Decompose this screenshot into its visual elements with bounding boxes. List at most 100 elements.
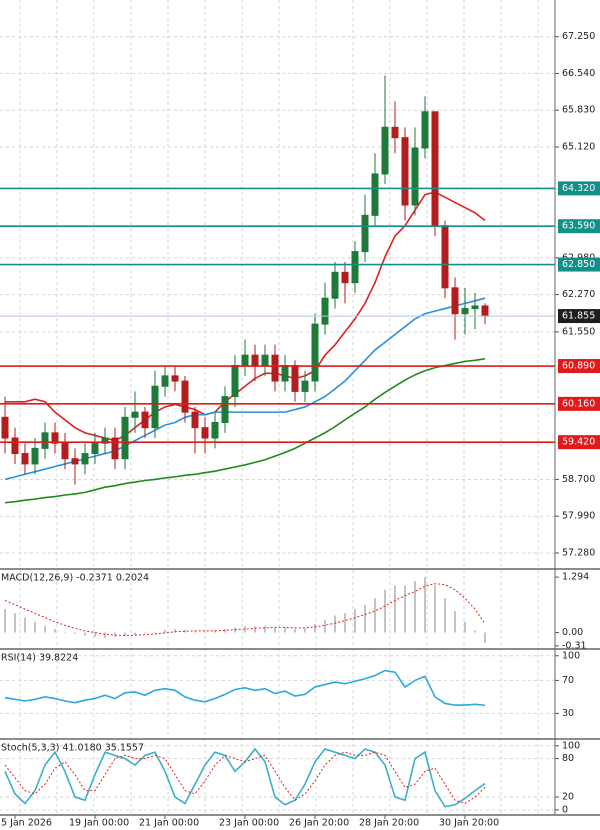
y-tick-label: 0 <box>562 804 568 815</box>
candle-body <box>91 442 99 455</box>
candle-body <box>161 375 169 387</box>
x-tick-label: 5 Jan 2026 <box>1 818 52 829</box>
candle-body <box>101 437 109 444</box>
histogram-bar <box>364 604 366 633</box>
candle-body <box>361 214 369 253</box>
candle-body <box>421 111 429 149</box>
histogram-bar <box>174 629 176 633</box>
candle-body <box>131 411 139 418</box>
level-label-box <box>558 435 600 450</box>
histogram-bar <box>284 627 286 633</box>
histogram-bar <box>94 632 96 637</box>
x-tick-label: 23 Jan 00:00 <box>219 818 279 829</box>
x-tick-label: 30 Jan 20:00 <box>439 818 499 829</box>
histogram-bar <box>344 613 346 633</box>
candle-body <box>71 458 79 465</box>
candle-body <box>331 271 339 299</box>
histogram-bar <box>124 632 126 636</box>
histogram-bar <box>434 585 436 633</box>
candle-body <box>141 411 149 429</box>
y-tick-label: 65.120 <box>562 141 595 152</box>
y-tick-label: 66.540 <box>562 68 595 79</box>
candle-body <box>181 380 189 413</box>
candle-body <box>321 297 329 325</box>
histogram-bar <box>184 630 186 633</box>
level-label: 60.890 <box>562 361 595 372</box>
histogram-bar <box>374 598 376 633</box>
candle-body <box>251 354 259 367</box>
y-tick-label: 58.700 <box>562 474 595 485</box>
x-tick-label: 26 Jan 20:00 <box>289 818 349 829</box>
candle-body <box>261 354 269 367</box>
histogram-bar <box>254 626 256 633</box>
x-tick-label: 19 Jan 00:00 <box>69 818 129 829</box>
candle-body <box>281 365 289 382</box>
histogram-bar <box>394 585 396 633</box>
histogram-bar <box>64 631 66 633</box>
candle-body <box>241 354 249 367</box>
y-tick-label: 0.00 <box>562 627 583 638</box>
candle-body <box>401 137 409 206</box>
level-label-box <box>558 396 600 411</box>
y-tick-label: -0.31 <box>562 640 587 651</box>
histogram-bar <box>224 629 226 633</box>
histogram-bar <box>294 629 296 633</box>
candle-body <box>271 354 279 382</box>
histogram-bar <box>204 631 206 633</box>
candle-body <box>41 432 49 449</box>
y-tick-label: 65.830 <box>562 105 595 116</box>
histogram-bar <box>304 628 306 633</box>
signal-line <box>4 583 486 637</box>
candle-body <box>21 453 29 465</box>
candle-body <box>201 427 209 439</box>
level-label-box <box>558 219 600 234</box>
histogram-bar <box>324 619 326 633</box>
candle-body <box>211 421 219 439</box>
candle-body <box>441 225 449 289</box>
level-label: 64.320 <box>562 183 595 194</box>
histogram-bar <box>144 632 146 634</box>
panel-title: RSI(14) 39.8224 <box>1 653 78 664</box>
histogram-bar <box>444 598 446 633</box>
moving-average <box>4 358 486 504</box>
candle-body <box>451 287 459 315</box>
indicator-line <box>4 751 486 805</box>
histogram-bar <box>264 626 266 633</box>
histogram-bar <box>134 632 136 635</box>
candle-body <box>311 323 319 382</box>
candle-body <box>221 396 229 423</box>
histogram-bar <box>454 611 456 633</box>
candle-body <box>301 380 309 392</box>
candle-body <box>411 147 419 206</box>
candle-body <box>171 375 179 382</box>
level-label-box <box>558 359 600 374</box>
candle-body <box>481 305 489 317</box>
x-tick-label: 21 Jan 00:00 <box>139 818 199 829</box>
histogram-bar <box>34 621 36 633</box>
y-tick-label: 62.270 <box>562 289 595 300</box>
panel-title: Stoch(5,3,3) 41.0180 35.1557 <box>1 743 144 754</box>
candle-body <box>11 437 19 455</box>
panel-title: MACD(12,26,9) -0.2371 0.2024 <box>1 573 149 584</box>
candle-body <box>1 416 9 439</box>
histogram-bar <box>484 632 486 643</box>
histogram-bar <box>14 613 16 633</box>
histogram-bar <box>474 630 476 633</box>
candle-body <box>431 111 439 227</box>
y-tick-label: 1.294 <box>562 572 589 583</box>
histogram-bar <box>274 627 276 633</box>
y-tick-label: 100 <box>562 740 580 751</box>
histogram-bar <box>314 624 316 633</box>
candle-body <box>371 173 379 216</box>
candle-body <box>471 305 479 310</box>
y-tick-label: 67.250 <box>562 31 595 42</box>
histogram-bar <box>414 581 416 633</box>
histogram-bar <box>244 626 246 633</box>
y-tick-label: 80 <box>562 753 574 764</box>
level-label: 60.160 <box>562 398 595 409</box>
histogram-bar <box>24 617 26 633</box>
candle-body <box>151 385 159 429</box>
y-tick-label: 61.550 <box>562 326 595 337</box>
histogram-bar <box>424 576 426 633</box>
